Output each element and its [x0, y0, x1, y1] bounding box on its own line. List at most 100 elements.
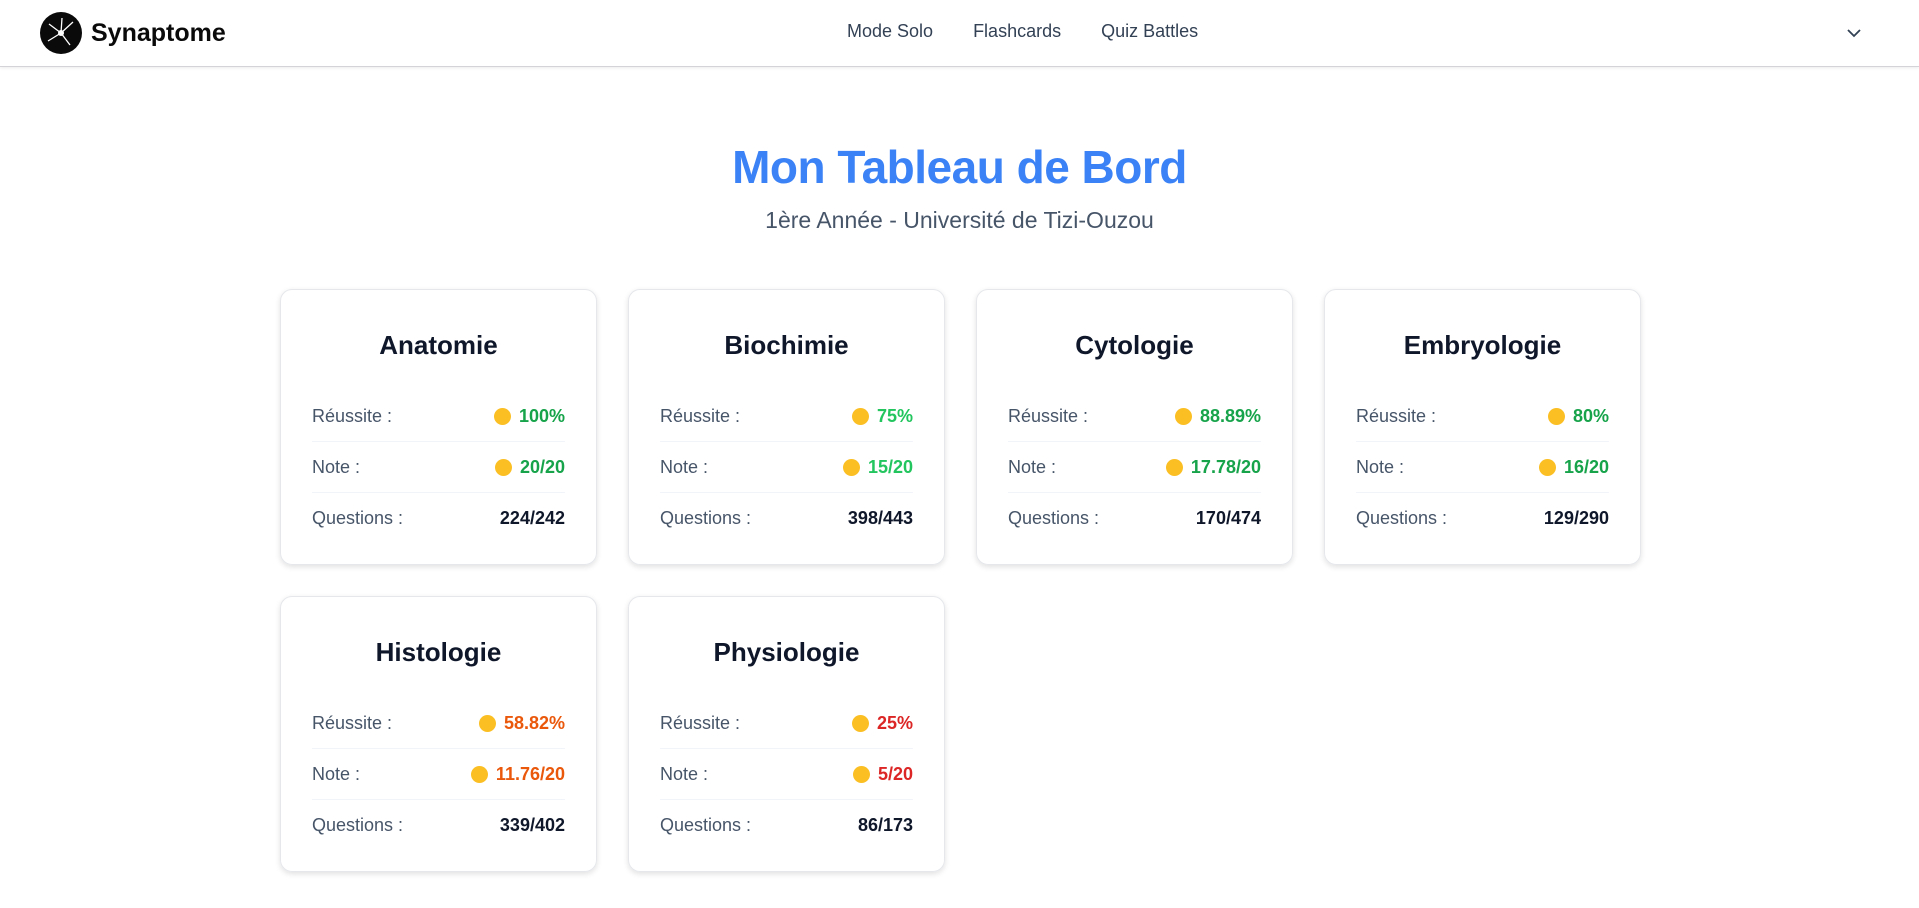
- stat-value-wrap: 86/173: [858, 815, 913, 836]
- stat-row: Questions : 398/443: [660, 493, 913, 543]
- subject-card[interactable]: Biochimie Réussite : 75% Note : 15/20 Questio…: [628, 289, 945, 565]
- stat-value-wrap: 100%: [493, 405, 565, 427]
- card-title: Physiologie: [713, 637, 860, 667]
- subject-card[interactable]: Cytologie Réussite : 88.89% Note : 17.78/20 Q…: [976, 289, 1293, 565]
- stat-row: Questions : 339/402: [312, 800, 565, 850]
- stat-value: 170/474: [1195, 507, 1261, 528]
- stat-value-wrap: 75%: [851, 406, 913, 427]
- subject-card[interactable]: Embryologie Réussite : 80% Note : 16/20 Quest…: [1324, 289, 1641, 565]
- nav-link[interactable]: Quiz Battles: [1101, 21, 1199, 41]
- stat-label: Note :: [1356, 456, 1405, 477]
- stat-value-wrap: 11.76/20: [470, 763, 565, 785]
- stat-label: Note :: [312, 763, 361, 784]
- stat-row: Réussite : 25%: [660, 698, 913, 749]
- stat-value-wrap: 16/20: [1538, 456, 1609, 478]
- stat-label: Réussite :: [1356, 405, 1437, 426]
- stat-label: Réussite :: [312, 712, 393, 733]
- brand-name: Synaptome: [91, 18, 226, 47]
- nav-link[interactable]: Mode Solo: [847, 21, 934, 41]
- card-title: Embryologie: [1403, 330, 1562, 360]
- stat-label: Réussite :: [660, 405, 741, 426]
- stat-label: Questions :: [1008, 507, 1100, 528]
- stat-row: Réussite : 80%: [1356, 391, 1609, 442]
- stat-value-wrap: 15/20: [842, 456, 913, 478]
- stat-row: Questions : 170/474: [1008, 493, 1261, 543]
- stat-row: Note : 5/20: [660, 749, 913, 800]
- subject-card[interactable]: Histologie Réussite : 58.82% Note : 11.76/20…: [280, 596, 597, 872]
- subject-card[interactable]: Physiologie Réussite : 25% Note : 5/20 Questi…: [628, 596, 945, 872]
- emoji-icon: [1538, 458, 1556, 476]
- emoji-icon: [478, 714, 496, 732]
- stat-value-wrap: 5/20: [852, 763, 913, 785]
- emoji-icon: [851, 407, 869, 425]
- card-title: Anatomie: [379, 330, 498, 360]
- stat-value-wrap: 17.78/20: [1165, 456, 1261, 478]
- stat-row: Réussite : 58.82%: [312, 698, 565, 749]
- stat-value: 11.76/20: [495, 763, 565, 784]
- stat-label: Questions :: [312, 507, 404, 528]
- stat-label: Note :: [660, 456, 709, 477]
- stat-value-wrap: 339/402: [500, 815, 565, 836]
- page-title: Mon Tableau de Bord: [732, 141, 1187, 193]
- stat-value: 15/20: [867, 456, 913, 477]
- stat-value: 100%: [518, 405, 565, 426]
- emoji-icon: [1165, 458, 1183, 476]
- emoji-icon: [470, 765, 488, 783]
- stat-value-wrap: 80%: [1547, 405, 1609, 427]
- stat-value: 86/173: [857, 814, 913, 835]
- card-title: Cytologie: [1075, 330, 1194, 360]
- subject-card[interactable]: Anatomie Réussite : 100% Note : 20/20 Questio…: [280, 289, 597, 565]
- stat-value: 5/20: [877, 763, 913, 784]
- stat-value: 80%: [1572, 405, 1609, 426]
- stat-value-wrap: 88.89%: [1174, 405, 1261, 427]
- stat-value-wrap: 129/290: [1544, 508, 1609, 529]
- stat-row: Réussite : 88.89%: [1008, 391, 1261, 442]
- stat-value-wrap: 25%: [851, 712, 913, 734]
- stat-label: Note :: [660, 763, 709, 784]
- cards-grid: Anatomie Réussite : 100% Note : 20/20 Questio…: [280, 289, 1641, 872]
- stat-value: 25%: [876, 712, 913, 733]
- stat-row: Note : 17.78/20: [1008, 442, 1261, 493]
- stat-value: 339/402: [499, 814, 565, 835]
- stat-value: 224/242: [499, 507, 565, 528]
- stat-value: 88.89%: [1199, 405, 1261, 426]
- stat-row: Réussite : 100%: [312, 391, 565, 442]
- logo: [40, 12, 82, 54]
- stat-value: 17.78/20: [1190, 456, 1261, 477]
- stat-row: Questions : 224/242: [312, 493, 565, 543]
- card-title: Histologie: [375, 637, 502, 667]
- emoji-icon: [852, 765, 870, 783]
- nav-link[interactable]: Flashcards: [973, 21, 1062, 41]
- stat-label: Réussite :: [1008, 405, 1089, 426]
- emoji-icon: [851, 714, 869, 732]
- navbar: Synaptome Mode Solo Flashcards Quiz Batt…: [0, 0, 1919, 67]
- stat-row: Réussite : 75%: [660, 391, 913, 442]
- stat-value: 129/290: [1543, 507, 1609, 528]
- stat-label: Questions :: [312, 814, 404, 835]
- stat-row: Questions : 129/290: [1356, 493, 1609, 543]
- nav-links: Mode Solo Flashcards Quiz Battles: [847, 21, 1198, 42]
- stat-row: Note : 16/20: [1356, 442, 1609, 493]
- stat-row: Note : 15/20: [660, 442, 913, 493]
- stat-label: Réussite :: [312, 405, 393, 426]
- emoji-icon: [1174, 407, 1192, 425]
- stat-row: Questions : 86/173: [660, 800, 913, 850]
- card-title: Biochimie: [724, 330, 849, 360]
- menu-chevron[interactable]: [1845, 24, 1863, 42]
- stat-label: Questions :: [660, 507, 752, 528]
- stat-label: Note :: [1008, 456, 1057, 477]
- brand[interactable]: Synaptome: [40, 12, 226, 54]
- page-subtitle: 1ère Année - Université de Tizi-Ouzou: [765, 207, 1154, 233]
- emoji-icon: [493, 407, 511, 425]
- stat-value-wrap: 20/20: [494, 457, 565, 478]
- stat-label: Questions :: [1356, 507, 1448, 528]
- emoji-icon: [842, 458, 860, 476]
- stat-label: Note :: [312, 456, 361, 477]
- emoji-icon: [1547, 407, 1565, 425]
- stat-value: 58.82%: [503, 712, 565, 733]
- stat-value: 16/20: [1563, 456, 1609, 477]
- stat-value-wrap: 224/242: [500, 508, 565, 529]
- stat-row: Note : 11.76/20: [312, 749, 565, 800]
